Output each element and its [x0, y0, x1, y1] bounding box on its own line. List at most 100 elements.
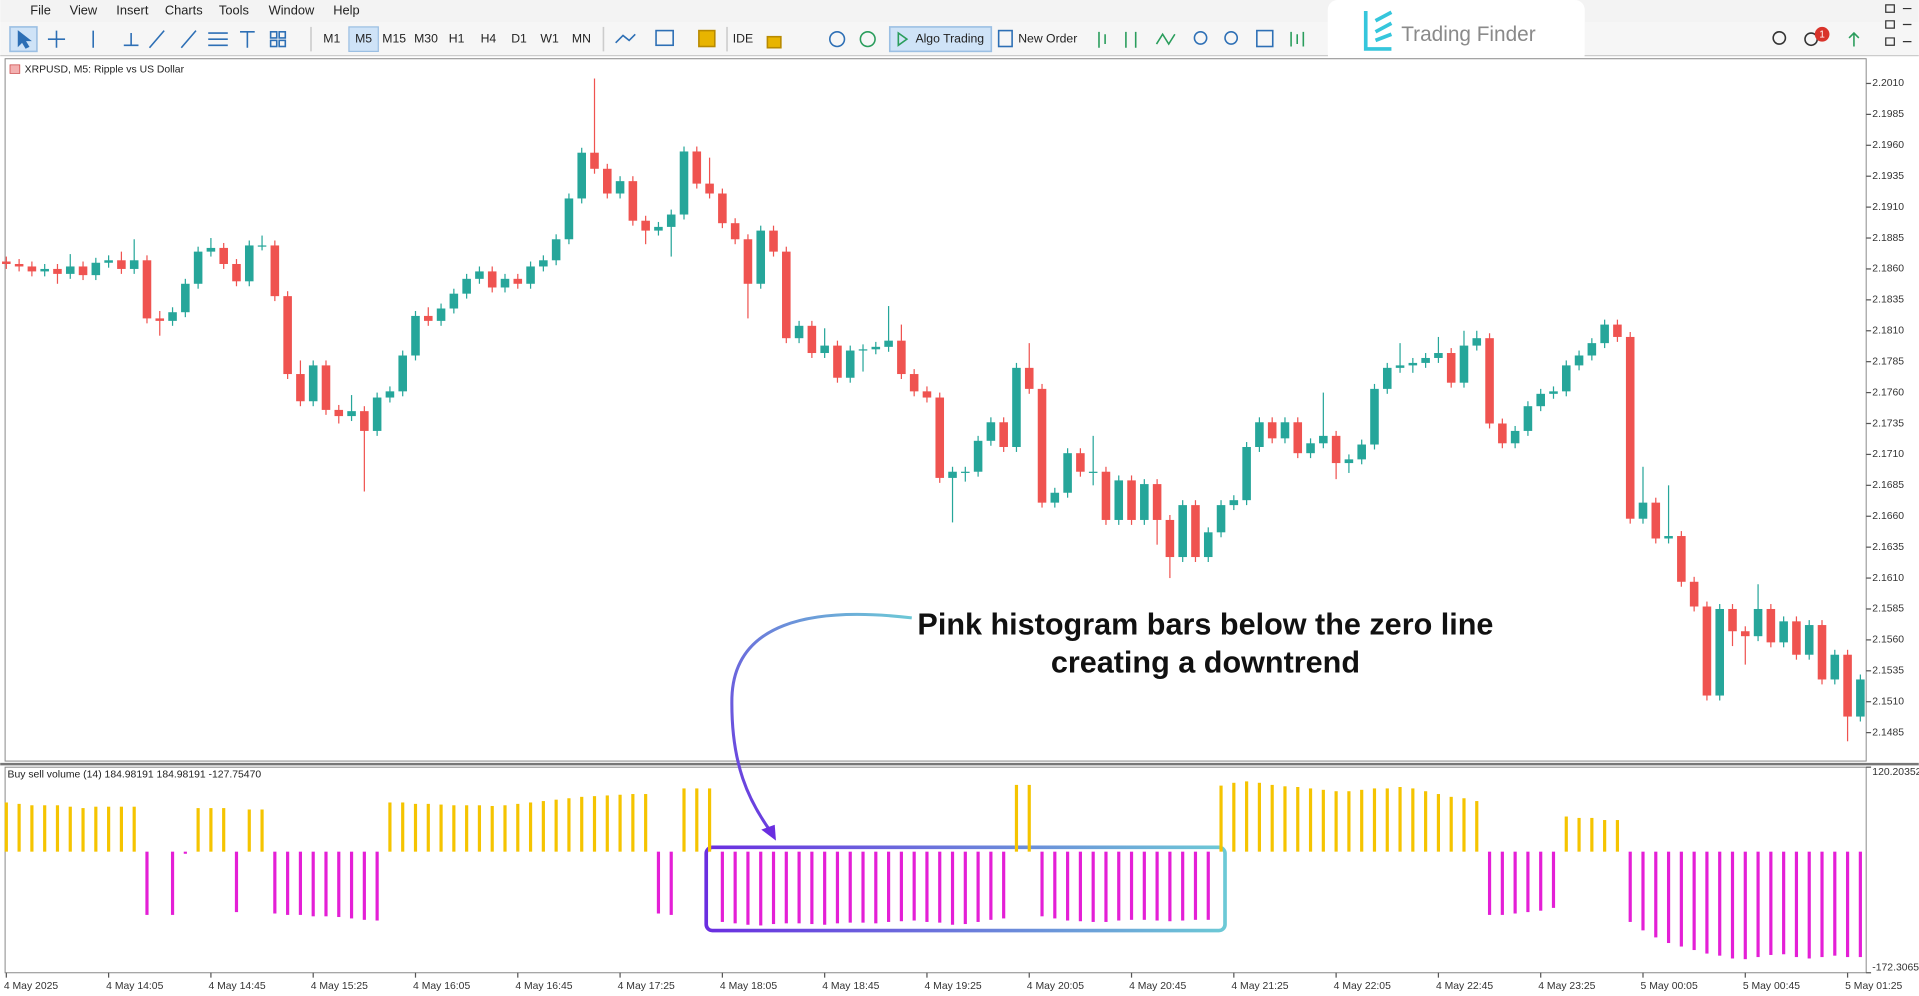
histogram-bar	[874, 851, 878, 924]
menu-item[interactable]: File	[30, 2, 51, 17]
x-tick-label: 4 May 16:05	[413, 981, 470, 992]
histogram-bar	[989, 851, 993, 920]
histogram-bar	[823, 851, 827, 925]
y-tick-label: 2.1560	[1872, 635, 1904, 646]
lock-icon[interactable]	[766, 35, 782, 49]
timeframe-button[interactable]: M5	[355, 31, 372, 45]
candle-body	[1063, 453, 1072, 493]
histogram-bar	[950, 851, 955, 925]
candle-body	[193, 251, 203, 284]
zoom-out[interactable]	[1224, 31, 1239, 45]
y-tick-label: 2.1860	[1872, 264, 1904, 275]
menu-item[interactable]: Tools	[219, 2, 249, 17]
tile-icon[interactable]	[1256, 29, 1274, 48]
histogram-bar	[1641, 851, 1645, 931]
histogram-bar	[810, 851, 814, 925]
y-tick-label: 2.1885	[1872, 233, 1904, 244]
candle-body	[705, 183, 714, 194]
candle-body	[1485, 338, 1494, 424]
logo-text: Trading Finder	[1401, 23, 1536, 46]
y-tick-label: 2.1935	[1872, 171, 1904, 182]
candle-body	[1702, 606, 1712, 696]
candle-body	[475, 271, 484, 279]
template-icon[interactable]	[655, 29, 674, 47]
indicator-icon[interactable]	[615, 33, 636, 44]
logo-icon	[1363, 10, 1393, 51]
candle-body	[1382, 367, 1392, 389]
annotation-text: creating a downtrend	[1051, 645, 1360, 679]
market-icon[interactable]	[698, 29, 716, 48]
histogram-bar	[349, 851, 354, 919]
new-order-icon[interactable]	[997, 29, 1013, 48]
timeframe-button[interactable]: M1	[323, 31, 340, 45]
histogram-bar	[55, 805, 60, 852]
draw-icons[interactable]	[92, 30, 228, 49]
timeframe-button[interactable]: M15	[382, 31, 406, 45]
window-buttons-2[interactable]	[1902, 7, 1912, 43]
histogram-bar	[631, 794, 635, 852]
x-tick-label: 5 May 01:25	[1845, 981, 1902, 992]
candle-body	[181, 283, 190, 313]
menu-item[interactable]: Insert	[116, 2, 149, 17]
histogram-bar	[541, 801, 545, 852]
notification-count: 1	[1819, 29, 1824, 40]
timeframe-button[interactable]: H4	[481, 31, 497, 45]
x-tick-label: 4 May 15:25	[311, 981, 368, 992]
candle-body	[1856, 679, 1865, 717]
menu-item[interactable]: Help	[333, 2, 359, 17]
histogram-bar	[669, 851, 673, 915]
y-tick-label: 2.1810	[1872, 326, 1904, 337]
candle-body	[78, 266, 88, 276]
window-buttons[interactable]	[1885, 4, 1895, 46]
candle-body	[1459, 345, 1469, 383]
timeframe-button[interactable]: W1	[540, 31, 559, 45]
y-tick-label: 120.20352	[1872, 767, 1919, 778]
candle-body	[1076, 453, 1085, 472]
histogram-bar	[119, 806, 123, 852]
text-icon[interactable]	[240, 31, 255, 48]
candle-body	[1037, 388, 1047, 503]
histogram-bar	[298, 851, 303, 915]
histogram-bar	[17, 803, 21, 852]
candle-body	[1319, 435, 1328, 444]
menu-item[interactable]: View	[70, 2, 98, 17]
candle-body	[679, 151, 689, 215]
chart-type-icons[interactable]	[1098, 31, 1176, 48]
scroll-icon[interactable]	[1290, 31, 1305, 47]
histogram-bar	[1603, 820, 1607, 852]
candle-body	[1216, 505, 1226, 533]
crosshair-icon[interactable]	[47, 30, 66, 48]
chart-title: XRPUSD, M5: Ripple vs US Dollar	[25, 64, 185, 75]
menu-item[interactable]: Window	[269, 2, 315, 17]
timeframe-button[interactable]: D1	[511, 31, 527, 45]
ide-button[interactable]: IDE	[733, 31, 753, 45]
timeframe-button[interactable]: H1	[449, 31, 465, 45]
timeframe-button[interactable]: MN	[572, 31, 591, 45]
histogram-bar	[1066, 851, 1070, 921]
candle-body	[27, 266, 37, 272]
candle-body	[603, 168, 612, 194]
candle-body	[385, 391, 395, 398]
new-order-label[interactable]: New Order	[1018, 31, 1077, 45]
histogram-bar	[1820, 851, 1824, 958]
histogram-bar	[1424, 791, 1428, 852]
cloud-icon[interactable]	[829, 31, 846, 48]
histogram-bar	[81, 808, 85, 852]
candle-body	[845, 350, 855, 378]
zoom-in[interactable]	[1193, 31, 1208, 45]
menu-item[interactable]: Charts	[165, 2, 203, 17]
candle-body	[129, 260, 139, 269]
histogram-bar	[490, 805, 494, 852]
y-tick-label: 2.1485	[1872, 727, 1904, 738]
search-icon[interactable]	[1772, 31, 1787, 45]
candle-body	[858, 349, 868, 351]
candle-body	[1165, 519, 1175, 558]
signal-icon[interactable]	[859, 31, 876, 48]
algo-trading-label[interactable]: Algo Trading	[915, 31, 984, 45]
candle-body	[206, 247, 216, 252]
signal-strength	[1848, 31, 1860, 47]
cursor-tool[interactable]	[9, 26, 38, 53]
histogram-bar	[1334, 791, 1338, 852]
histogram-bar	[516, 803, 520, 852]
timeframe-button[interactable]: M30	[414, 31, 438, 45]
